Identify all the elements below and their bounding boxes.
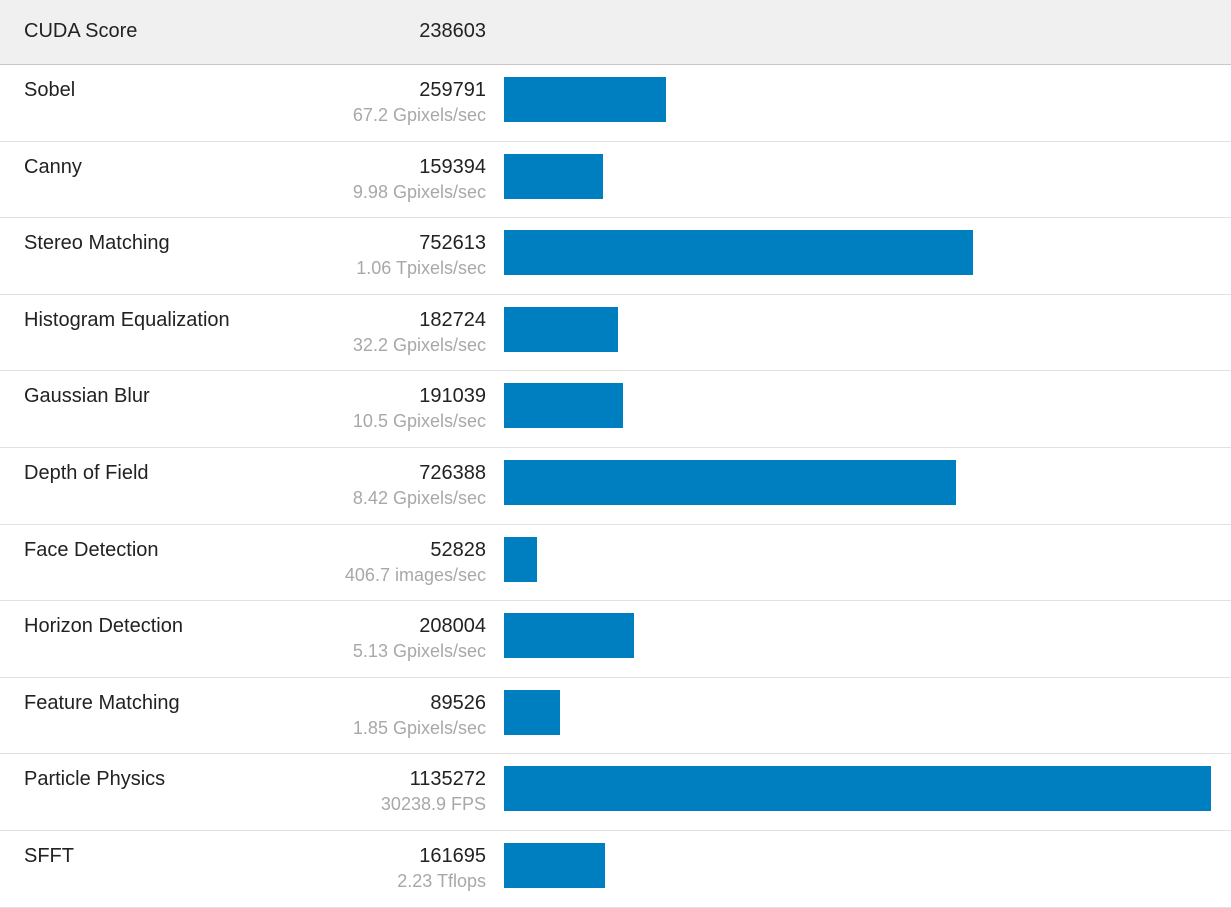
benchmark-score: 161695 — [419, 844, 486, 867]
score-bar — [504, 613, 634, 659]
cuda-score-label: CUDA Score — [24, 20, 138, 42]
benchmark-name: Canny — [24, 155, 82, 178]
table-row: Canny 159394 9.98 Gpixels/sec — [0, 141, 1231, 219]
benchmark-name: Gaussian Blur — [24, 385, 150, 408]
benchmark-throughput: 32.2 Gpixels/sec — [352, 334, 486, 355]
cuda-score-value: 238603 — [419, 20, 486, 42]
score-bar — [504, 230, 973, 276]
benchmark-table: Sobel 259791 67.2 Gpixels/sec Canny 1593… — [0, 65, 1231, 908]
score-bar — [504, 766, 1211, 812]
cuda-score-header: CUDA Score 238603 — [0, 0, 1231, 65]
benchmark-name: Feature Matching — [24, 691, 180, 714]
benchmark-name: Particle Physics — [24, 768, 166, 791]
benchmark-score: 89526 — [430, 691, 486, 714]
benchmark-score: 208004 — [419, 615, 486, 638]
table-row: Stereo Matching 752613 1.06 Tpixels/sec — [0, 218, 1231, 295]
benchmark-score: 752613 — [419, 232, 486, 255]
table-row: Horizon Detection 208004 5.13 Gpixels/se… — [0, 601, 1231, 678]
benchmark-throughput: 10.5 Gpixels/sec — [352, 411, 486, 432]
benchmark-name: Depth of Field — [24, 461, 149, 484]
benchmark-throughput: 67.2 Gpixels/sec — [352, 105, 486, 125]
benchmark-throughput: 9.98 Gpixels/sec — [352, 181, 486, 202]
table-row: Feature Matching 89526 1.85 Gpixels/sec — [0, 677, 1231, 755]
benchmark-score: 191039 — [419, 385, 486, 408]
benchmark-score: 1135272 — [409, 768, 486, 791]
benchmark-throughput: 1.85 Gpixels/sec — [352, 717, 486, 738]
benchmark-throughput: 30238.9 FPS — [380, 794, 486, 815]
table-row: Histogram Equalization 182724 32.2 Gpixe… — [0, 294, 1231, 372]
table-row: Sobel 259791 67.2 Gpixels/sec — [0, 65, 1231, 142]
benchmark-name: Horizon Detection — [24, 615, 183, 638]
benchmark-score: 726388 — [419, 461, 486, 484]
benchmark-name: Face Detection — [24, 538, 159, 561]
benchmark-score: 182724 — [419, 308, 486, 331]
benchmark-name: Histogram Equalization — [24, 308, 230, 331]
score-bar — [504, 689, 560, 735]
table-row: SFFT 161695 2.23 Tflops — [0, 830, 1231, 908]
table-row: Depth of Field 726388 8.42 Gpixels/sec — [0, 447, 1231, 525]
benchmark-name: SFFT — [24, 844, 74, 867]
score-bar — [504, 383, 623, 429]
benchmark-name: Sobel — [24, 79, 76, 101]
table-row: Face Detection 52828 406.7 images/sec — [0, 524, 1231, 602]
table-row: Particle Physics 1135272 30238.9 FPS — [0, 754, 1231, 831]
benchmark-throughput: 406.7 images/sec — [344, 564, 486, 585]
score-bar — [504, 77, 666, 122]
benchmark-score: 159394 — [419, 155, 486, 178]
score-bar — [504, 459, 957, 505]
benchmark-throughput: 1.06 Tpixels/sec — [356, 258, 486, 279]
benchmark-throughput: 2.23 Tflops — [397, 870, 486, 891]
benchmark-name: Stereo Matching — [24, 232, 170, 255]
benchmark-score: 259791 — [419, 79, 486, 101]
score-bar — [504, 153, 604, 199]
score-bar — [504, 842, 605, 888]
table-row: Gaussian Blur 191039 10.5 Gpixels/sec — [0, 371, 1231, 448]
benchmark-score: 52828 — [430, 538, 486, 561]
benchmark-throughput: 8.42 Gpixels/sec — [352, 487, 486, 508]
score-bar — [504, 306, 618, 352]
benchmark-throughput: 5.13 Gpixels/sec — [352, 641, 486, 662]
score-bar — [504, 536, 537, 582]
